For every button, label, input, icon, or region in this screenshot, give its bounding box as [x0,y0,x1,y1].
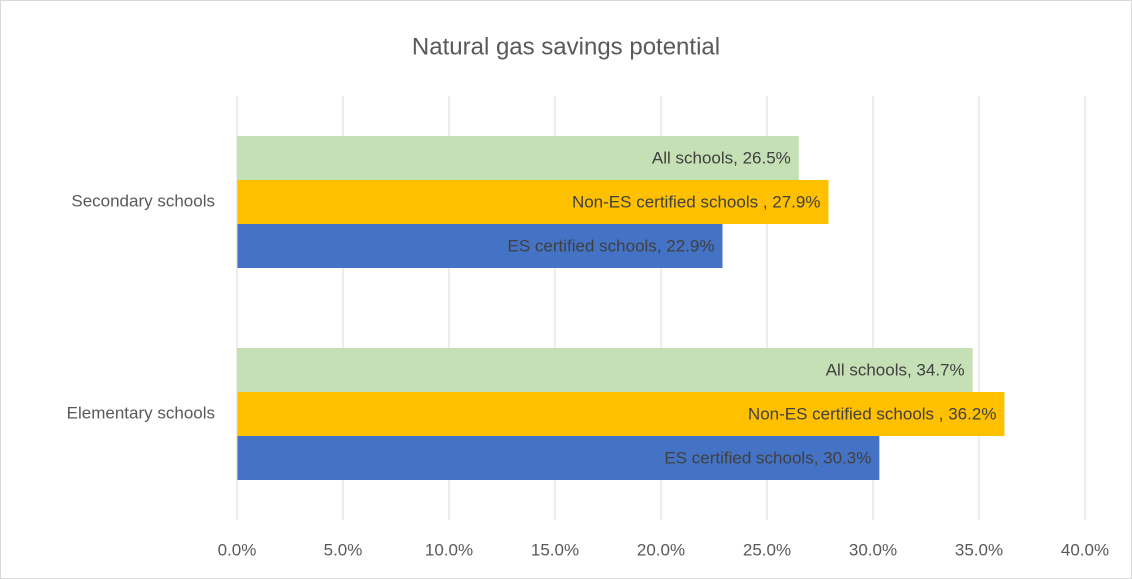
x-tick-label: 0.0% [218,540,257,559]
data-label: Non-ES certified schools , 27.9% [572,192,821,211]
data-label: Non-ES certified schools , 36.2% [748,404,997,423]
bar [237,392,1005,436]
x-tick-label: 30.0% [849,540,897,559]
data-label: All schools, 34.7% [826,360,965,379]
bar [237,224,723,268]
chart-title: Natural gas savings potential [412,33,720,60]
x-tick-label: 15.0% [531,540,579,559]
data-label: ES certified schools, 30.3% [664,448,871,467]
x-tick-label: 25.0% [743,540,791,559]
bar [237,436,880,480]
data-label: ES certified schools, 22.9% [508,236,715,255]
data-label: All schools, 26.5% [652,148,791,167]
x-tick-label: 20.0% [637,540,685,559]
bar [237,180,829,224]
x-tick-label: 40.0% [1061,540,1109,559]
bar [237,136,799,180]
x-tick-label: 10.0% [425,540,473,559]
y-tick-label: Secondary schools [71,191,215,210]
x-tick-label: 5.0% [324,540,363,559]
y-tick-label: Elementary schools [67,403,215,422]
x-tick-label: 35.0% [955,540,1003,559]
bar [237,348,973,392]
